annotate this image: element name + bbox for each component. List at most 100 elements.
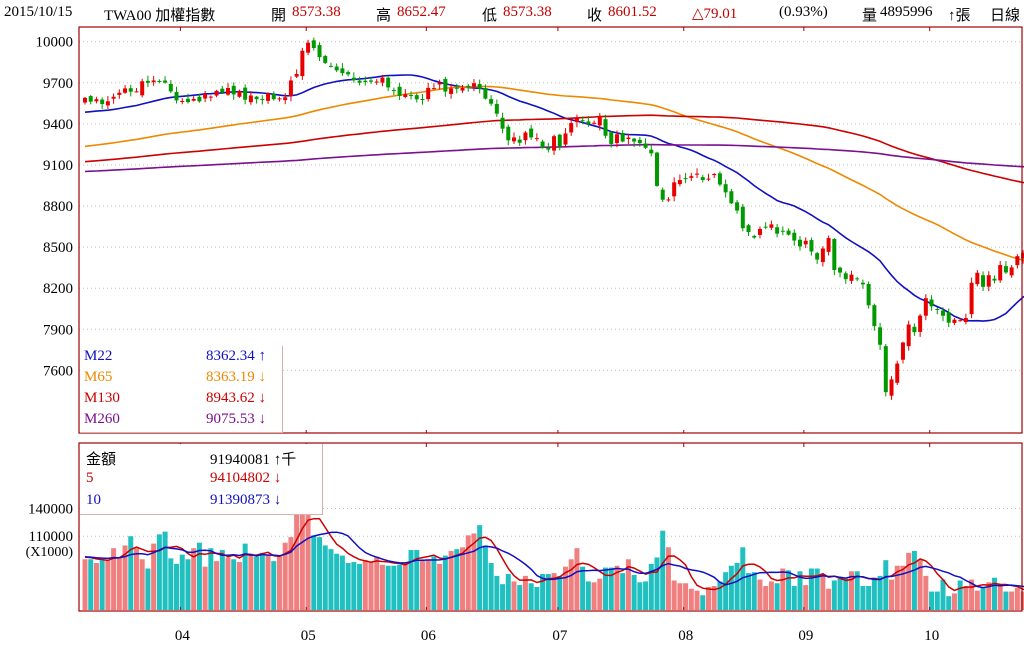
candle-body <box>815 253 820 260</box>
volume-bar <box>368 562 374 610</box>
candle-body <box>357 80 362 83</box>
volume-value: 4895996 <box>880 4 933 20</box>
candle-body <box>689 176 694 178</box>
candle-body <box>918 315 923 332</box>
volume-bar <box>694 590 700 610</box>
change-value: △79.01 <box>692 6 738 22</box>
volume-bar <box>345 562 351 610</box>
candle <box>454 83 459 94</box>
volume-bar <box>168 558 174 610</box>
candle <box>998 260 1003 283</box>
volume-bar <box>437 563 443 610</box>
volume-bar <box>288 537 294 610</box>
volume-bar <box>191 548 197 610</box>
volume-bar <box>580 566 586 610</box>
volume-bar <box>162 531 168 610</box>
candle <box>266 92 271 104</box>
candle-body <box>706 178 711 180</box>
candle <box>88 95 93 105</box>
candle <box>603 114 608 139</box>
candle-body <box>740 206 745 229</box>
volume-bar <box>860 586 866 610</box>
volume-bar <box>156 534 162 610</box>
candle-body <box>191 98 196 101</box>
volume-bar <box>488 562 494 610</box>
candle <box>826 235 831 256</box>
volume-bar <box>482 545 488 610</box>
candle <box>437 79 442 90</box>
candle <box>592 120 597 125</box>
candle <box>860 279 865 289</box>
volume-bar <box>259 552 265 610</box>
volume-bar <box>82 559 88 610</box>
candle-body <box>288 80 293 97</box>
volume-bar <box>282 542 288 610</box>
volume-bar <box>665 547 671 610</box>
candlestick-series <box>83 37 1024 400</box>
candle <box>374 78 379 85</box>
candle-body <box>363 80 368 82</box>
candle-body <box>271 93 276 100</box>
candle-body <box>998 265 1003 281</box>
volume-bar <box>911 550 917 610</box>
candle <box>1009 265 1014 278</box>
candle-body <box>717 173 722 185</box>
candle <box>586 116 591 127</box>
candle-body <box>128 88 133 92</box>
candle-body <box>603 119 608 136</box>
volume-bar <box>877 575 883 610</box>
candle-body <box>832 239 837 270</box>
candle-body <box>666 199 671 201</box>
candle <box>340 63 345 76</box>
candle <box>597 112 602 131</box>
month-tick-label: 06 <box>421 628 437 644</box>
candle-body <box>655 152 659 186</box>
close-value: 8601.52 <box>608 4 657 20</box>
candle <box>174 86 179 104</box>
candle-body <box>248 95 253 103</box>
change-percent: (0.93%) <box>779 4 828 20</box>
candle-body <box>946 312 951 323</box>
ma22-line <box>84 74 1024 322</box>
candle-body <box>283 97 288 101</box>
volume-bar <box>242 543 248 610</box>
candle <box>529 125 534 141</box>
candle <box>683 173 688 184</box>
volume-bar <box>574 548 580 610</box>
volume-bar <box>946 596 952 610</box>
candle-body <box>637 139 642 144</box>
price-tick-label: 10000 <box>36 35 74 51</box>
candle <box>151 75 156 86</box>
candle-body <box>140 81 145 96</box>
candle-body <box>855 278 860 280</box>
volume-bar <box>837 578 843 610</box>
volume-bar <box>236 562 242 610</box>
candle <box>969 277 974 319</box>
candle <box>717 171 722 187</box>
volume-bar <box>311 535 317 610</box>
volume-bar <box>906 552 912 610</box>
volume-bar <box>265 554 271 610</box>
candle-body <box>986 275 991 287</box>
candle <box>220 86 225 95</box>
candle-body <box>437 82 442 85</box>
candle <box>414 93 419 103</box>
candle-body <box>414 95 419 100</box>
candle-body <box>243 87 248 100</box>
volume-bar <box>105 560 111 610</box>
open-label: 開 <box>271 8 287 24</box>
candle-body <box>700 177 705 181</box>
candle <box>546 142 551 153</box>
candle <box>346 70 351 77</box>
candle <box>803 237 808 248</box>
candle <box>815 251 820 264</box>
candle-body <box>328 65 333 67</box>
candle <box>866 281 871 309</box>
legend-amount: 金額 <box>86 452 117 468</box>
volume-bar <box>402 562 408 610</box>
volume-bar <box>557 575 563 610</box>
volume-bar <box>786 570 792 610</box>
candle <box>992 275 997 284</box>
candle <box>185 93 190 104</box>
candle <box>163 76 168 84</box>
